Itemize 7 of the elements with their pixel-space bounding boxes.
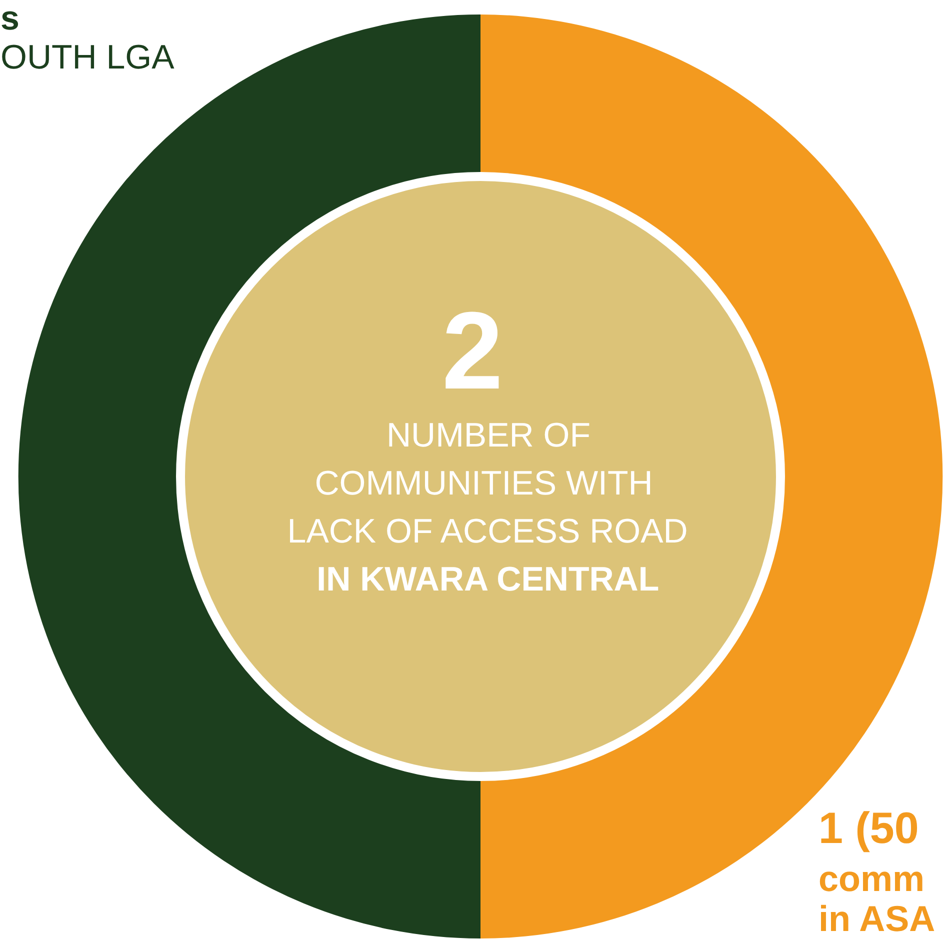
text: 2: [442, 290, 504, 412]
text: NUMBER OF COMMUNITIES WITH LACK OF ACCESS ROAD IN KWARA CENTRAL: [287, 416, 688, 598]
text: 1 (50: [818, 804, 919, 853]
text: OUTH LGA: [0, 38, 175, 76]
text: in ASA: [818, 898, 936, 939]
text: comm: [818, 858, 925, 899]
text: s: [0, 0, 20, 38]
